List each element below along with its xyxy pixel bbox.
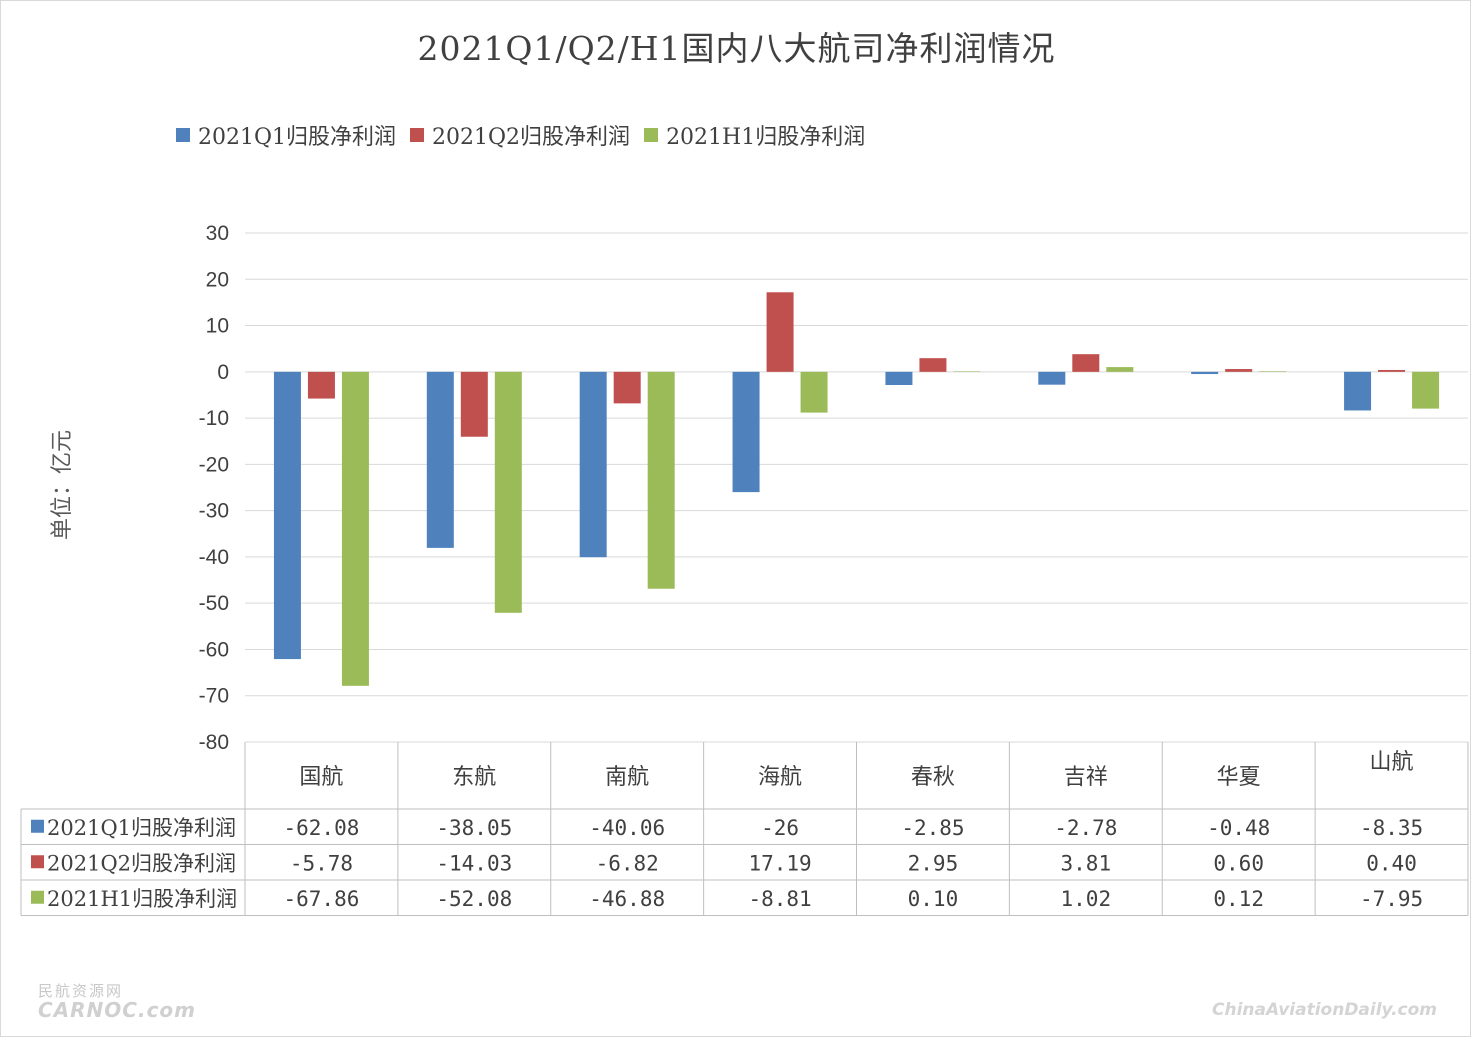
legend-swatch-q1 — [176, 128, 190, 142]
bar-q2 — [766, 292, 794, 372]
bar-q2 — [1378, 369, 1406, 372]
row-label-q1: 2021Q1归股净利润 — [47, 816, 236, 840]
legend-swatch-q2 — [410, 128, 425, 142]
watermark-chinaaviationdaily: ChinaAviationDaily.com — [1212, 1000, 1438, 1020]
table-cell: -6.82 — [596, 851, 659, 875]
row-swatch-q2 — [31, 855, 44, 869]
legend-label-q1: 2021Q1归股净利润 — [198, 125, 397, 150]
table-cell: 0.12 — [1213, 887, 1264, 911]
category-label: 春秋 — [911, 765, 955, 790]
table-cell: -2.78 — [1054, 816, 1117, 840]
bar-q1 — [579, 371, 607, 558]
table-cell: -46.88 — [589, 887, 665, 911]
table-cell: -2.85 — [901, 816, 964, 840]
bar-q2 — [613, 371, 641, 404]
legend-item-q2: 2021Q2归股净利润 — [410, 119, 630, 151]
bar-q1 — [273, 371, 301, 660]
y-tick-label: 30 — [206, 222, 229, 245]
row-swatch-h1 — [31, 890, 44, 904]
bar-q1 — [1344, 371, 1372, 411]
table-cell: -62.08 — [284, 816, 360, 840]
bar-q1 — [426, 371, 454, 548]
y-tick-label: -70 — [199, 685, 229, 708]
category-label: 山航 — [1370, 750, 1414, 775]
table-cell: -0.48 — [1207, 816, 1270, 840]
table-cell: -5.78 — [290, 851, 353, 875]
y-tick-label: 0 — [217, 361, 229, 384]
category-label: 南航 — [605, 765, 649, 790]
category-label: 国航 — [299, 765, 343, 790]
bar-q2 — [460, 371, 488, 437]
bar-q2 — [307, 371, 335, 399]
legend-item-q1: 2021Q1归股净利润 — [176, 119, 396, 151]
legend-label-q2: 2021Q2归股净利润 — [432, 125, 631, 150]
y-tick-label: -60 — [199, 638, 229, 661]
table-cell: 0.60 — [1213, 851, 1264, 875]
y-tick-label: -30 — [199, 500, 229, 523]
row-label-h1: 2021H1归股净利润 — [47, 887, 237, 911]
table-cell: 17.19 — [748, 851, 811, 875]
y-tick-label: -50 — [199, 592, 229, 615]
legend: 2021Q1归股净利润 2021Q2归股净利润 2021H1归股净利润 — [176, 120, 879, 150]
bar-q2 — [919, 358, 947, 372]
table-cell: -8.35 — [1360, 816, 1423, 840]
bar-h1 — [1259, 371, 1287, 372]
table-cell: -40.06 — [589, 816, 665, 840]
bar-q2 — [1225, 369, 1253, 372]
table-cell: 0.10 — [908, 887, 959, 911]
bar-q1 — [885, 371, 913, 386]
table-cell: -67.86 — [284, 887, 360, 911]
bar-q1 — [1191, 371, 1219, 375]
category-label: 华夏 — [1217, 765, 1261, 790]
table-cell: 3.81 — [1061, 851, 1112, 875]
category-label: 吉祥 — [1064, 765, 1108, 790]
bar-h1 — [1106, 367, 1134, 372]
watermark-carnoc-cn: 民航资源网 — [38, 982, 124, 1000]
bar-h1 — [800, 371, 828, 413]
chart-title: 2021Q1/Q2/H1国内八大航司净利润情况 — [417, 29, 1056, 68]
watermark-carnoc: CARNOC.com — [38, 998, 197, 1022]
y-tick-label: 20 — [206, 268, 229, 291]
y-tick-label: -20 — [199, 453, 229, 476]
legend-swatch-h1 — [644, 128, 659, 142]
row-swatch-q1 — [31, 819, 44, 833]
category-label: 东航 — [452, 765, 496, 790]
y-tick-label: -40 — [199, 546, 229, 569]
legend-item-h1: 2021H1归股净利润 — [644, 119, 865, 151]
bar-q1 — [1038, 371, 1066, 385]
table-cell: 0.40 — [1366, 851, 1417, 875]
bar-h1 — [341, 371, 369, 686]
bar-q1 — [732, 371, 760, 493]
bar-q2 — [1072, 354, 1100, 372]
bar-h1 — [647, 371, 675, 589]
table-cell: -7.95 — [1360, 887, 1423, 911]
bar-h1 — [1412, 371, 1440, 409]
y-tick-label: 10 — [206, 315, 229, 338]
y-tick-label: -10 — [199, 407, 229, 430]
table-cell: -38.05 — [436, 816, 512, 840]
table-cell: 2.95 — [908, 851, 959, 875]
bar-h1 — [494, 371, 522, 613]
table-cell: 1.02 — [1061, 887, 1112, 911]
table-cell: -26 — [761, 816, 799, 840]
table-cell: -52.08 — [436, 887, 512, 911]
bar-h1 — [953, 371, 981, 372]
y-tick-label: -80 — [199, 731, 229, 754]
row-label-q2: 2021Q2归股净利润 — [47, 851, 236, 875]
category-label: 海航 — [758, 765, 802, 790]
table-cell: -8.81 — [748, 887, 811, 911]
legend-label-h1: 2021H1归股净利润 — [666, 125, 866, 150]
table-cell: -14.03 — [436, 851, 512, 875]
